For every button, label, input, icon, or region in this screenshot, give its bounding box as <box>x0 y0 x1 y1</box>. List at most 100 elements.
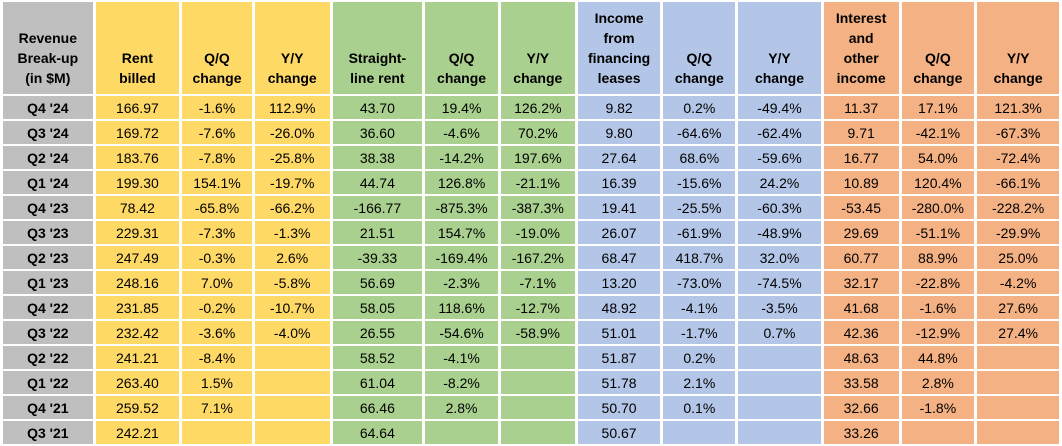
cell-fli-yy-change <box>738 396 821 419</box>
cell-financing-lease-income: 50.70 <box>577 396 661 419</box>
cell-fli-qq-change: -73.0% <box>663 271 736 294</box>
cell-ioi-qq-change: -280.0% <box>901 196 975 219</box>
cell-rent-yy-change: -25.8% <box>254 146 330 169</box>
table-row: Q3 '22 232.42 -3.6% -4.0% 26.55 -54.6% -58.9% 5… <box>3 321 1059 344</box>
cell-rent-billed: 78.42 <box>95 196 180 219</box>
table-row: Q2 '24 183.76 -7.8% -25.8% 38.38 -14.2% 197.6%… <box>3 146 1059 169</box>
cell-interest-other-income: 33.26 <box>823 421 899 444</box>
column-header-interest-other-income: Interest and other income <box>823 2 899 94</box>
cell-financing-lease-income: 51.01 <box>577 321 661 344</box>
cell-rent-qq-change: -1.6% <box>182 96 252 119</box>
cell-rent-qq-change: -7.6% <box>182 121 252 144</box>
cell-slr-yy-change <box>500 396 575 419</box>
cell-fli-qq-change: 0.2% <box>663 346 736 369</box>
cell-financing-lease-income: 51.87 <box>577 346 661 369</box>
cell-rent-billed: 199.30 <box>95 171 180 194</box>
cell-fli-yy-change: 32.0% <box>738 246 821 269</box>
cell-slr-yy-change: -58.9% <box>500 321 575 344</box>
cell-ioi-qq-change: 44.8% <box>901 346 975 369</box>
cell-rent-yy-change: -10.7% <box>254 296 330 319</box>
cell-slr-qq-change: -4.6% <box>425 121 498 144</box>
cell-ioi-yy-change: 27.6% <box>977 296 1059 319</box>
cell-interest-other-income: 32.17 <box>823 271 899 294</box>
cell-fli-qq-change: -25.5% <box>663 196 736 219</box>
cell-ioi-qq-change: 2.8% <box>901 371 975 394</box>
cell-fli-yy-change: -59.6% <box>738 146 821 169</box>
cell-fli-qq-change: -1.7% <box>663 321 736 344</box>
cell-ioi-yy-change <box>977 396 1059 419</box>
cell-financing-lease-income: 48.92 <box>577 296 661 319</box>
cell-slr-qq-change: 2.8% <box>425 396 498 419</box>
cell-rent-billed: 242.21 <box>95 421 180 444</box>
cell-interest-other-income: 60.77 <box>823 246 899 269</box>
table-row: Q3 '23 229.31 -7.3% -1.3% 21.51 154.7% -19.0% 2… <box>3 221 1059 244</box>
cell-interest-other-income: 9.71 <box>823 121 899 144</box>
cell-ioi-qq-change: 17.1% <box>901 96 975 119</box>
cell-fli-yy-change <box>738 346 821 369</box>
cell-interest-other-income: 33.58 <box>823 371 899 394</box>
cell-rent-qq-change: 7.1% <box>182 396 252 419</box>
cell-rent-billed: 259.52 <box>95 396 180 419</box>
cell-ioi-yy-change: -72.4% <box>977 146 1059 169</box>
cell-slr-qq-change: 118.6% <box>425 296 498 319</box>
table-row: Q1 '22 263.40 1.5% 61.04 -8.2% 51.78 2.1% 33.58… <box>3 371 1059 394</box>
row-label: Q2 '24 <box>3 146 93 169</box>
cell-fli-yy-change: -48.9% <box>738 221 821 244</box>
row-label: Q3 '21 <box>3 421 93 444</box>
cell-slr-qq-change: -54.6% <box>425 321 498 344</box>
cell-ioi-qq-change: -22.8% <box>901 271 975 294</box>
cell-financing-lease-income: 13.20 <box>577 271 661 294</box>
column-header-financing-lease-income: Income from financing leases <box>577 2 661 94</box>
cell-ioi-yy-change: 27.4% <box>977 321 1059 344</box>
cell-slr-qq-change: -4.1% <box>425 346 498 369</box>
cell-rent-qq-change: -8.4% <box>182 346 252 369</box>
cell-rent-billed: 247.49 <box>95 246 180 269</box>
cell-straight-line-rent: 64.64 <box>332 421 423 444</box>
cell-ioi-qq-change: 54.0% <box>901 146 975 169</box>
table-body: Q4 '24 166.97 -1.6% 112.9% 43.70 19.4% 126.2% 9… <box>3 96 1059 444</box>
cell-fli-qq-change: -15.6% <box>663 171 736 194</box>
cell-slr-yy-change: -167.2% <box>500 246 575 269</box>
cell-rent-qq-change: 1.5% <box>182 371 252 394</box>
cell-rent-yy-change: -19.7% <box>254 171 330 194</box>
column-header-rent-billed: Rent billed <box>95 2 180 94</box>
row-label: Q4 '23 <box>3 196 93 219</box>
column-header-straight-line-rent: Straight- line rent <box>332 2 423 94</box>
cell-rent-yy-change: -26.0% <box>254 121 330 144</box>
cell-rent-qq-change <box>182 421 252 444</box>
cell-fli-yy-change: -62.4% <box>738 121 821 144</box>
cell-fli-qq-change: -64.6% <box>663 121 736 144</box>
row-label: Q3 '24 <box>3 121 93 144</box>
cell-slr-yy-change <box>500 371 575 394</box>
cell-rent-yy-change <box>254 371 330 394</box>
row-label: Q1 '22 <box>3 371 93 394</box>
cell-rent-yy-change: 2.6% <box>254 246 330 269</box>
cell-fli-qq-change <box>663 421 736 444</box>
cell-ioi-yy-change: -66.1% <box>977 171 1059 194</box>
cell-slr-yy-change: -7.1% <box>500 271 575 294</box>
cell-ioi-yy-change: 121.3% <box>977 96 1059 119</box>
cell-slr-qq-change: -169.4% <box>425 246 498 269</box>
cell-fli-qq-change: 0.1% <box>663 396 736 419</box>
column-header-slr-qq-change: Q/Q change <box>425 2 498 94</box>
header-row: Revenue Break-up (in $M) Rent billed Q/Q c… <box>3 2 1059 94</box>
cell-straight-line-rent: 61.04 <box>332 371 423 394</box>
cell-ioi-qq-change: 120.4% <box>901 171 975 194</box>
column-header-fli-qq-change: Q/Q change <box>663 2 736 94</box>
cell-interest-other-income: 10.89 <box>823 171 899 194</box>
cell-rent-yy-change: 112.9% <box>254 96 330 119</box>
cell-fli-yy-change: -60.3% <box>738 196 821 219</box>
cell-rent-billed: 248.16 <box>95 271 180 294</box>
cell-ioi-qq-change: -12.9% <box>901 321 975 344</box>
cell-ioi-qq-change: -1.6% <box>901 296 975 319</box>
table-row: Q3 '21 242.21 64.64 50.67 33.26 <box>3 421 1059 444</box>
table-row: Q2 '22 241.21 -8.4% 58.52 -4.1% 51.87 0.2% 48.6… <box>3 346 1059 369</box>
cell-fli-qq-change: 0.2% <box>663 96 736 119</box>
cell-straight-line-rent: 43.70 <box>332 96 423 119</box>
row-label: Q1 '23 <box>3 271 93 294</box>
cell-financing-lease-income: 16.39 <box>577 171 661 194</box>
cell-interest-other-income: 32.66 <box>823 396 899 419</box>
cell-straight-line-rent: -39.33 <box>332 246 423 269</box>
cell-rent-qq-change: 154.1% <box>182 171 252 194</box>
cell-financing-lease-income: 19.41 <box>577 196 661 219</box>
